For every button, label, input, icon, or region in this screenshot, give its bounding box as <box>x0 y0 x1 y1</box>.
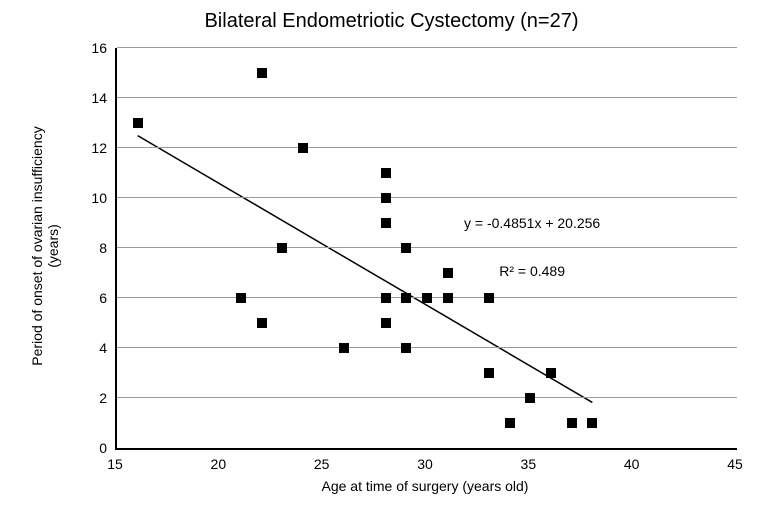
y-tick-label: 2 <box>77 390 107 406</box>
y-tick-label: 10 <box>77 190 107 206</box>
y-tick-label: 8 <box>77 240 107 256</box>
x-tick-label: 25 <box>302 456 342 472</box>
y-tick-label: 6 <box>77 290 107 306</box>
data-point <box>443 293 453 303</box>
data-point <box>381 293 391 303</box>
x-tick-label: 45 <box>715 456 755 472</box>
x-tick-label: 35 <box>508 456 548 472</box>
data-point <box>381 168 391 178</box>
y-tick-label: 4 <box>77 340 107 356</box>
data-point <box>381 318 391 328</box>
y-tick-label: 12 <box>77 140 107 156</box>
gridline-h <box>117 247 737 248</box>
data-point <box>257 68 267 78</box>
gridline-h <box>117 47 737 48</box>
r2-line: R² = 0.489 <box>464 263 600 279</box>
data-point <box>422 293 432 303</box>
gridline-h <box>117 97 737 98</box>
data-point <box>298 143 308 153</box>
data-point <box>133 118 143 128</box>
data-point <box>484 368 494 378</box>
gridline-h <box>117 197 737 198</box>
x-tick-label: 20 <box>198 456 238 472</box>
chart-title: Bilateral Endometriotic Cystectomy (n=27… <box>0 10 783 33</box>
y-tick-label: 16 <box>77 40 107 56</box>
trendline-equation: y = -0.4851x + 20.256 R² = 0.489 <box>464 183 600 311</box>
data-point <box>401 293 411 303</box>
data-point <box>546 368 556 378</box>
plot-area <box>115 48 737 450</box>
x-tick-label: 40 <box>612 456 652 472</box>
data-point <box>525 393 535 403</box>
y-axis-title: Period of onset of ovarian insufficiency… <box>29 46 61 446</box>
data-point <box>401 343 411 353</box>
data-point <box>505 418 515 428</box>
data-point <box>381 218 391 228</box>
y-tick-label: 14 <box>77 90 107 106</box>
x-tick-label: 30 <box>405 456 445 472</box>
x-tick-label: 15 <box>95 456 135 472</box>
data-point <box>443 268 453 278</box>
gridline-h <box>117 397 737 398</box>
y-tick-label: 0 <box>77 440 107 456</box>
chart-container: Bilateral Endometriotic Cystectomy (n=27… <box>0 0 783 523</box>
data-point <box>339 343 349 353</box>
data-point <box>257 318 267 328</box>
x-axis-title: Age at time of surgery (years old) <box>115 478 735 494</box>
data-point <box>277 243 287 253</box>
data-point <box>567 418 577 428</box>
trendline <box>117 48 737 448</box>
gridline-h <box>117 147 737 148</box>
data-point <box>381 193 391 203</box>
gridline-h <box>117 347 737 348</box>
data-point <box>401 243 411 253</box>
data-point <box>587 418 597 428</box>
y-axis-title-line1: Period of onset of ovarian insufficiency <box>29 46 45 446</box>
equation-line: y = -0.4851x + 20.256 <box>464 215 600 231</box>
data-point <box>236 293 246 303</box>
y-axis-title-line2: (years) <box>45 46 61 446</box>
